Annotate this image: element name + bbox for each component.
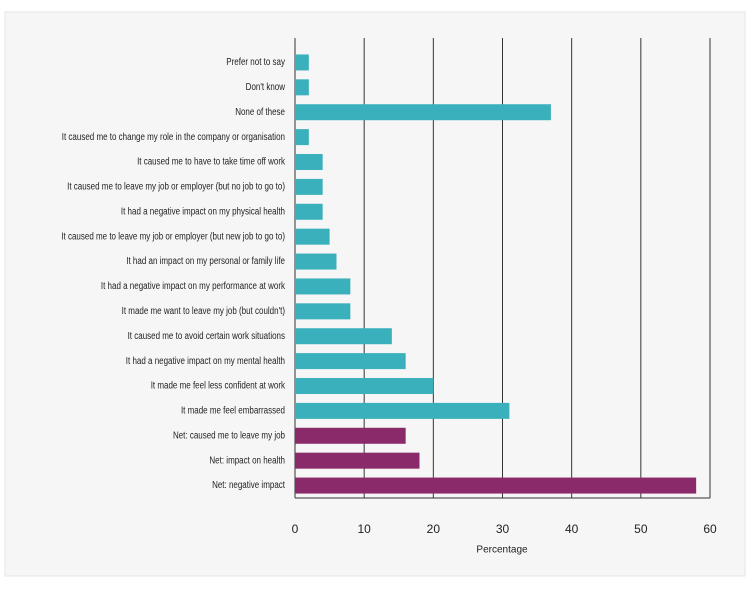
y-tick-label: It caused me to avoid certain work situa…: [128, 331, 285, 342]
y-tick-label: Net: impact on health: [209, 455, 285, 466]
y-tick-label: It caused me to change my role in the co…: [62, 132, 285, 143]
bar: [295, 154, 323, 170]
x-tick-label: 10: [357, 522, 371, 536]
bar: [295, 79, 309, 96]
bar: [295, 104, 551, 121]
bar: [295, 54, 309, 71]
y-tick-label: It caused me to have to take time off wo…: [137, 157, 286, 168]
y-tick-label: It caused me to leave my job or employer…: [61, 231, 285, 242]
y-tick-label: It caused me to leave my job or employer…: [67, 182, 285, 193]
x-tick-label: 40: [565, 522, 579, 536]
bar: [295, 402, 510, 419]
bar: [295, 452, 420, 469]
y-tick-label: It made me want to leave my job (but cou…: [122, 306, 285, 317]
x-axis-label: Percentage: [476, 545, 528, 556]
bar: [295, 477, 697, 494]
y-tick-label: It had an impact on my personal or famil…: [126, 256, 285, 267]
y-tick-label: Don't know: [246, 82, 286, 93]
bar: [295, 427, 406, 444]
x-tick-label: 30: [496, 522, 510, 536]
bar: [295, 328, 392, 345]
y-tick-label: Net: caused me to leave my job: [173, 430, 285, 441]
bar: [295, 228, 330, 245]
x-tick-label: 20: [427, 522, 441, 536]
x-tick-label: 50: [634, 522, 648, 536]
y-tick-label: It had a negative impact on my physical …: [121, 206, 285, 217]
bar: [295, 253, 337, 270]
bar: [295, 278, 351, 295]
y-tick-label: It made me feel embarrassed: [181, 406, 285, 417]
bar: [295, 303, 351, 320]
x-tick-label: 60: [703, 522, 717, 536]
bar: [295, 353, 406, 370]
x-tick-label: 0: [292, 522, 299, 536]
bar: [295, 203, 323, 220]
bar: [295, 378, 434, 394]
bar: [295, 129, 309, 146]
y-tick-label: Net: negative impact: [212, 480, 285, 491]
y-tick-label: Prefer not to say: [226, 57, 285, 68]
y-tick-label: It had a negative impact on my mental he…: [126, 356, 285, 367]
y-tick-label: None of these: [235, 107, 285, 118]
bar: [295, 178, 323, 195]
y-tick-label: It had a negative impact on my performan…: [101, 281, 286, 292]
y-tick-label: It made me feel less confident at work: [151, 381, 286, 392]
